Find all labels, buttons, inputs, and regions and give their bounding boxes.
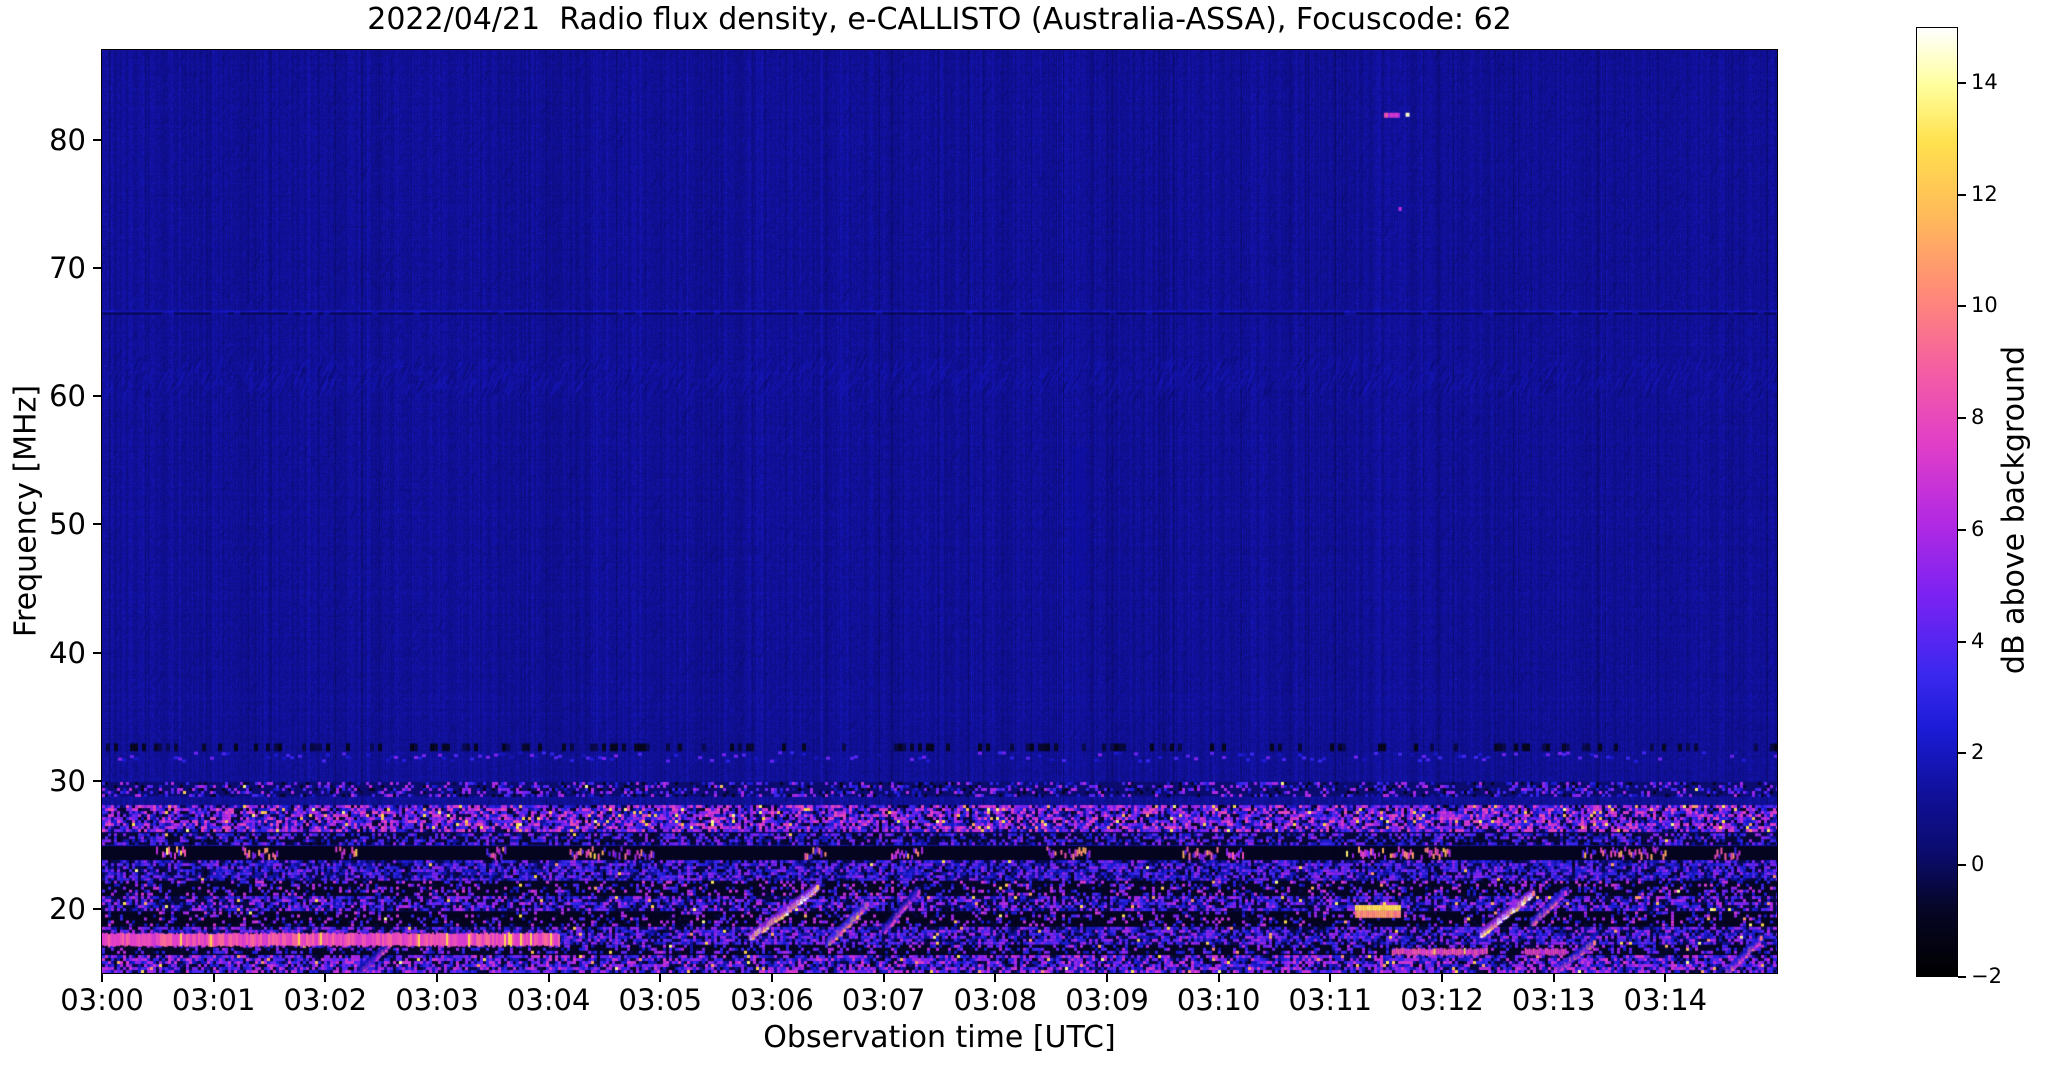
x-tick-label: 03:07 bbox=[841, 983, 926, 1017]
y-tick-mark bbox=[93, 523, 102, 526]
y-tick-mark bbox=[93, 266, 102, 269]
x-tick-mark bbox=[547, 973, 550, 982]
colorbar-gradient bbox=[1917, 28, 1957, 976]
y-axis-label: Frequency [MHz] bbox=[8, 384, 44, 638]
y-tick-label: 60 bbox=[49, 379, 86, 414]
x-tick-label: 03:11 bbox=[1288, 983, 1373, 1017]
colorbar-tick-mark bbox=[1958, 528, 1966, 531]
spectrogram-canvas bbox=[102, 50, 1777, 973]
y-tick-label: 40 bbox=[49, 635, 86, 670]
colorbar-tick-label: 4 bbox=[1971, 628, 1985, 653]
x-tick-label: 03:04 bbox=[506, 983, 591, 1017]
y-tick-label: 70 bbox=[49, 250, 86, 285]
colorbar-tick-mark bbox=[1958, 752, 1966, 755]
chart-title: 2022/04/21 Radio flux density, e-CALLIST… bbox=[367, 2, 1512, 37]
colorbar-tick-label: 10 bbox=[1971, 293, 1998, 318]
x-tick-label: 03:02 bbox=[283, 983, 368, 1017]
plot-area bbox=[101, 49, 1778, 974]
colorbar-tick-mark bbox=[1958, 640, 1966, 643]
colorbar-tick-mark bbox=[1958, 81, 1966, 84]
x-tick-label: 03:10 bbox=[1176, 983, 1261, 1017]
x-axis-label: Observation time [UTC] bbox=[763, 1020, 1116, 1055]
colorbar-tick-label: 0 bbox=[1971, 852, 1985, 877]
colorbar-tick-label: 6 bbox=[1971, 516, 1985, 541]
y-tick-mark bbox=[93, 779, 102, 782]
x-tick-mark bbox=[1552, 973, 1555, 982]
y-tick-mark bbox=[93, 651, 102, 654]
x-tick-mark bbox=[436, 973, 438, 982]
x-tick-mark bbox=[659, 973, 662, 982]
x-tick-label: 03:13 bbox=[1511, 983, 1596, 1017]
y-tick-mark bbox=[93, 395, 102, 398]
colorbar bbox=[1916, 27, 1958, 977]
x-tick-mark bbox=[771, 973, 773, 982]
y-tick-mark bbox=[93, 138, 102, 141]
x-tick-mark bbox=[1217, 973, 1220, 982]
x-tick-mark bbox=[1329, 973, 1332, 982]
x-tick-label: 03:09 bbox=[1065, 983, 1149, 1017]
x-tick-mark bbox=[324, 973, 327, 982]
y-tick-label: 50 bbox=[49, 507, 86, 542]
y-tick-label: 30 bbox=[49, 763, 86, 798]
colorbar-label: dB above background bbox=[1996, 345, 2032, 675]
colorbar-tick-label: 8 bbox=[1971, 405, 1985, 430]
y-tick-mark bbox=[93, 907, 102, 910]
x-tick-label: 03:01 bbox=[171, 983, 256, 1017]
x-tick-mark bbox=[994, 973, 997, 982]
y-tick-label: 80 bbox=[49, 122, 86, 157]
x-tick-mark bbox=[1106, 973, 1108, 982]
x-tick-label: 03:14 bbox=[1623, 983, 1708, 1017]
y-tick-label: 20 bbox=[49, 891, 86, 926]
x-tick-label: 03:05 bbox=[618, 983, 703, 1017]
colorbar-tick-mark bbox=[1958, 417, 1966, 420]
colorbar-tick-mark bbox=[1958, 193, 1966, 196]
colorbar-tick-label: 14 bbox=[1971, 69, 1998, 94]
colorbar-tick-mark bbox=[1958, 976, 1966, 978]
x-tick-mark bbox=[882, 973, 885, 982]
colorbar-tick-label: 2 bbox=[1971, 740, 1985, 765]
colorbar-tick-label: 12 bbox=[1971, 181, 1998, 206]
colorbar-tick-mark bbox=[1958, 864, 1966, 867]
x-tick-label: 03:00 bbox=[60, 983, 144, 1017]
colorbar-tick-mark bbox=[1958, 305, 1966, 308]
x-tick-label: 03:12 bbox=[1400, 983, 1484, 1017]
x-tick-label: 03:08 bbox=[953, 983, 1038, 1017]
x-tick-mark bbox=[1441, 973, 1443, 982]
colorbar-tick-label: −2 bbox=[1971, 964, 2002, 988]
x-tick-mark bbox=[101, 973, 103, 982]
x-tick-label: 03:06 bbox=[730, 983, 814, 1017]
x-tick-mark bbox=[212, 973, 215, 982]
x-tick-mark bbox=[1664, 973, 1667, 982]
x-tick-label: 03:03 bbox=[395, 983, 479, 1017]
